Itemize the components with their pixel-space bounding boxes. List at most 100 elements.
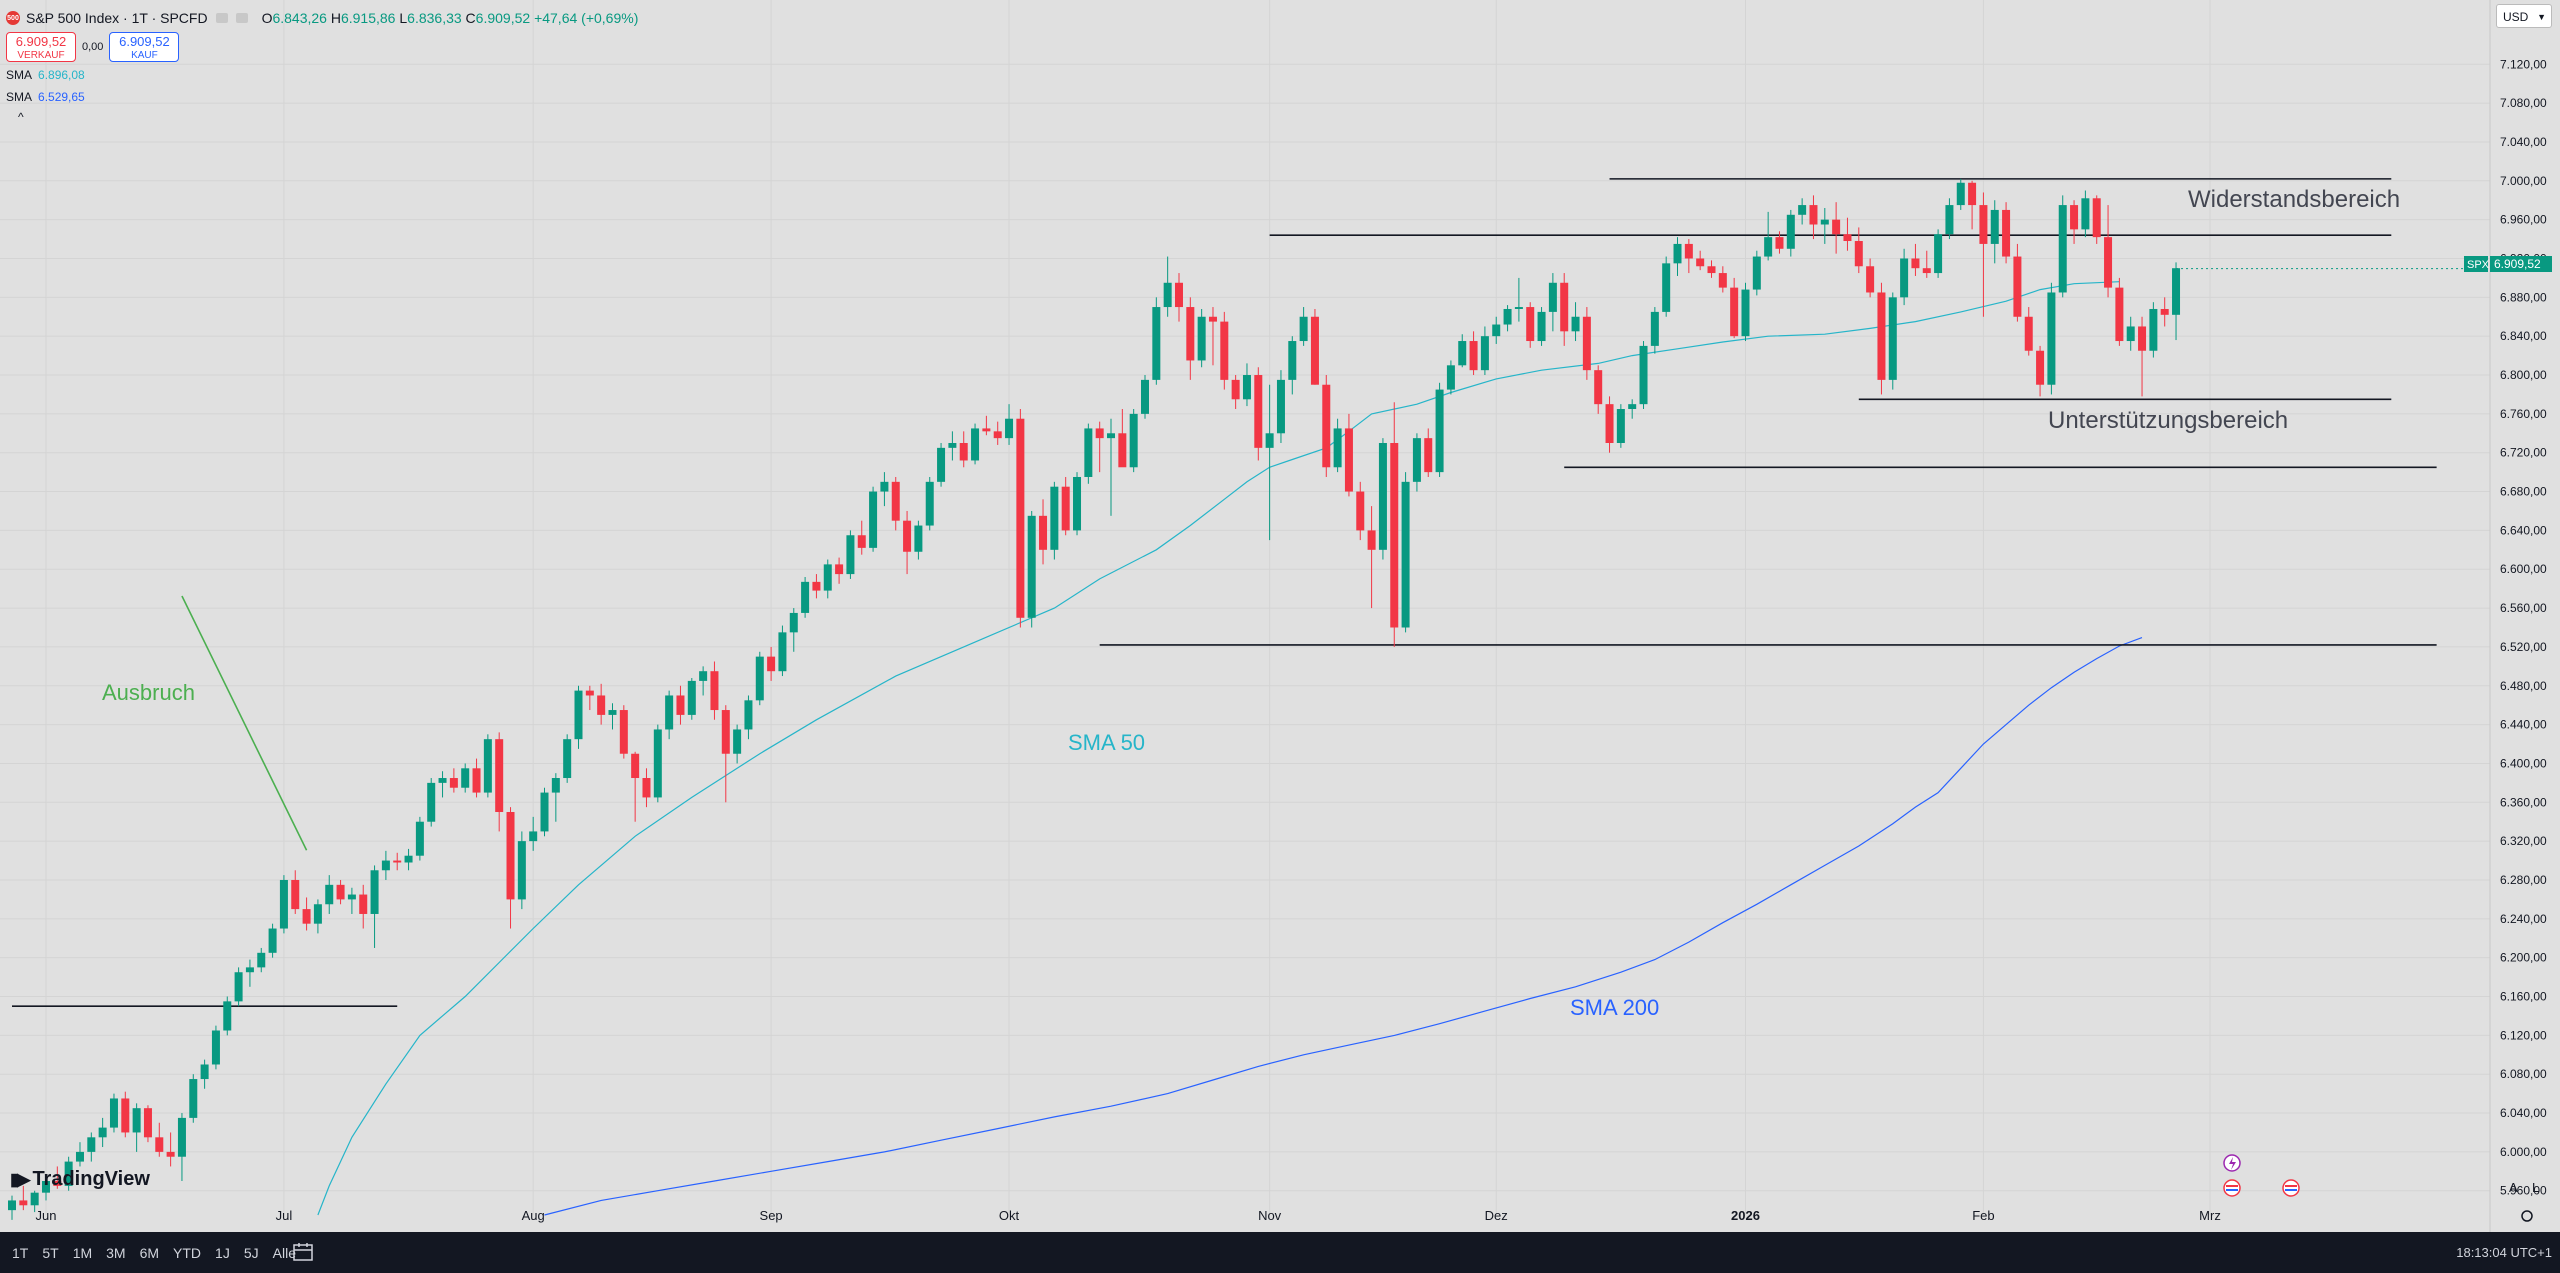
y-tick-label: 5.960,00 [2500, 1184, 2547, 1198]
candle [1934, 229, 1943, 278]
collapse-legend-chevron-icon[interactable]: ^ [18, 110, 24, 124]
range-button[interactable]: 6M [139, 1244, 160, 1261]
sell-label: VERKAUF [17, 50, 65, 61]
sma-legend-2[interactable]: SMA 6.529,65 [6, 90, 638, 106]
candle [574, 685, 583, 749]
candle [585, 685, 594, 711]
y-tick-label: 6.840,00 [2500, 329, 2547, 343]
candle [1061, 476, 1070, 536]
candle [461, 763, 470, 793]
candle-body [1039, 515, 1048, 550]
candle [189, 1074, 198, 1123]
candle [1594, 365, 1603, 414]
candle [608, 703, 617, 730]
candle-body [891, 481, 900, 521]
candle-body [1911, 258, 1920, 269]
visibility-toggle-button[interactable] [215, 13, 228, 23]
range-button[interactable]: Alle [272, 1244, 296, 1261]
sma-legend-1[interactable]: SMA 6.896,08 [6, 68, 638, 84]
candle [1118, 409, 1127, 468]
candle-body [1163, 282, 1172, 308]
candle-body [585, 690, 594, 696]
candle [2070, 200, 2079, 244]
y-tick-label: 6.600,00 [2500, 562, 2547, 576]
candle [540, 787, 549, 837]
scale-buttons[interactable]: A L [2509, 1180, 2539, 1222]
change-value: +47,64 (+0,69%) [534, 10, 639, 26]
candle [121, 1091, 130, 1138]
candle-body [1526, 307, 1535, 342]
candle [755, 651, 764, 706]
symbol-title[interactable]: S&P 500 Index · 1T · SPCFD [26, 10, 208, 26]
log-scale-button[interactable]: L [2532, 1180, 2539, 1195]
candle-body [823, 564, 832, 591]
sell-button[interactable]: 6.909,52 VERKAUF [6, 32, 76, 62]
candle [2013, 243, 2022, 322]
candle [597, 683, 606, 725]
candle-body [155, 1137, 164, 1152]
candle-body [2070, 205, 2079, 230]
candle-body [767, 656, 776, 672]
candle-body [2149, 308, 2158, 351]
chart-legend: 500 S&P 500 Index · 1T · SPCFD O6.843,26… [6, 8, 638, 124]
open-value: 6.843,26 [272, 10, 327, 26]
range-button[interactable]: 5T [42, 1244, 59, 1261]
y-tick-label: 6.520,00 [2500, 640, 2547, 654]
currency-select[interactable]: USD ▼ [2496, 4, 2552, 28]
chevron-down-icon: ▼ [2537, 12, 2546, 22]
candle [903, 510, 912, 575]
auto-scale-button[interactable]: A [2509, 1180, 2518, 1195]
candle [2149, 302, 2158, 358]
range-button[interactable]: 1T [12, 1244, 29, 1261]
candle [1503, 305, 1512, 332]
close-value: 6.909,52 [475, 10, 531, 26]
candle-body [30, 1192, 39, 1206]
candle [211, 1025, 220, 1070]
y-tick-label: 6.400,00 [2500, 756, 2547, 770]
event-markers[interactable] [2223, 1154, 2300, 1197]
candle-body [19, 1200, 28, 1206]
candle [415, 816, 424, 861]
candle-body [1095, 428, 1104, 439]
candle-body [1888, 297, 1897, 380]
candle-body [597, 695, 606, 715]
candle-body [279, 879, 288, 929]
candle [823, 559, 832, 599]
candle [1582, 307, 1591, 380]
candle [313, 899, 322, 934]
candle-body [2058, 205, 2067, 293]
buy-button[interactable]: 6.909,52 KAUF [109, 32, 180, 62]
candle [1254, 367, 1263, 461]
y-tick-label: 6.120,00 [2500, 1028, 2547, 1042]
candle-body [313, 904, 322, 924]
low-value: 6.836,33 [407, 10, 462, 26]
range-button[interactable]: 5J [243, 1244, 259, 1261]
sma-50-line [317, 281, 2120, 1216]
candle [1390, 402, 1399, 647]
calendar-goto-icon[interactable] [292, 1242, 314, 1262]
candle [1548, 273, 1557, 332]
candle [812, 574, 821, 599]
more-options-button[interactable] [235, 13, 248, 23]
candle [53, 1166, 62, 1189]
candle-body [1333, 428, 1342, 468]
candle [41, 1176, 50, 1201]
candle-body [2047, 292, 2056, 385]
annotation-sma200: SMA 200 [1570, 995, 1659, 1020]
candle [1424, 428, 1433, 477]
utc-clock[interactable]: 18:13:04 UTC+1 [2456, 1245, 2552, 1260]
candle-body [268, 928, 277, 953]
range-button[interactable]: 1J [215, 1244, 230, 1261]
buy-price: 6.909,52 [119, 34, 170, 49]
candle [767, 646, 776, 681]
candle [665, 690, 674, 740]
settings-gear-icon[interactable] [2521, 1210, 2533, 1222]
range-button[interactable]: YTD [173, 1244, 202, 1261]
candle-body [404, 855, 413, 863]
candle [1186, 297, 1195, 380]
range-button[interactable]: 1M [72, 1244, 93, 1261]
candle [710, 661, 719, 720]
range-button[interactable]: 3M [106, 1244, 126, 1261]
candle [1310, 308, 1319, 385]
